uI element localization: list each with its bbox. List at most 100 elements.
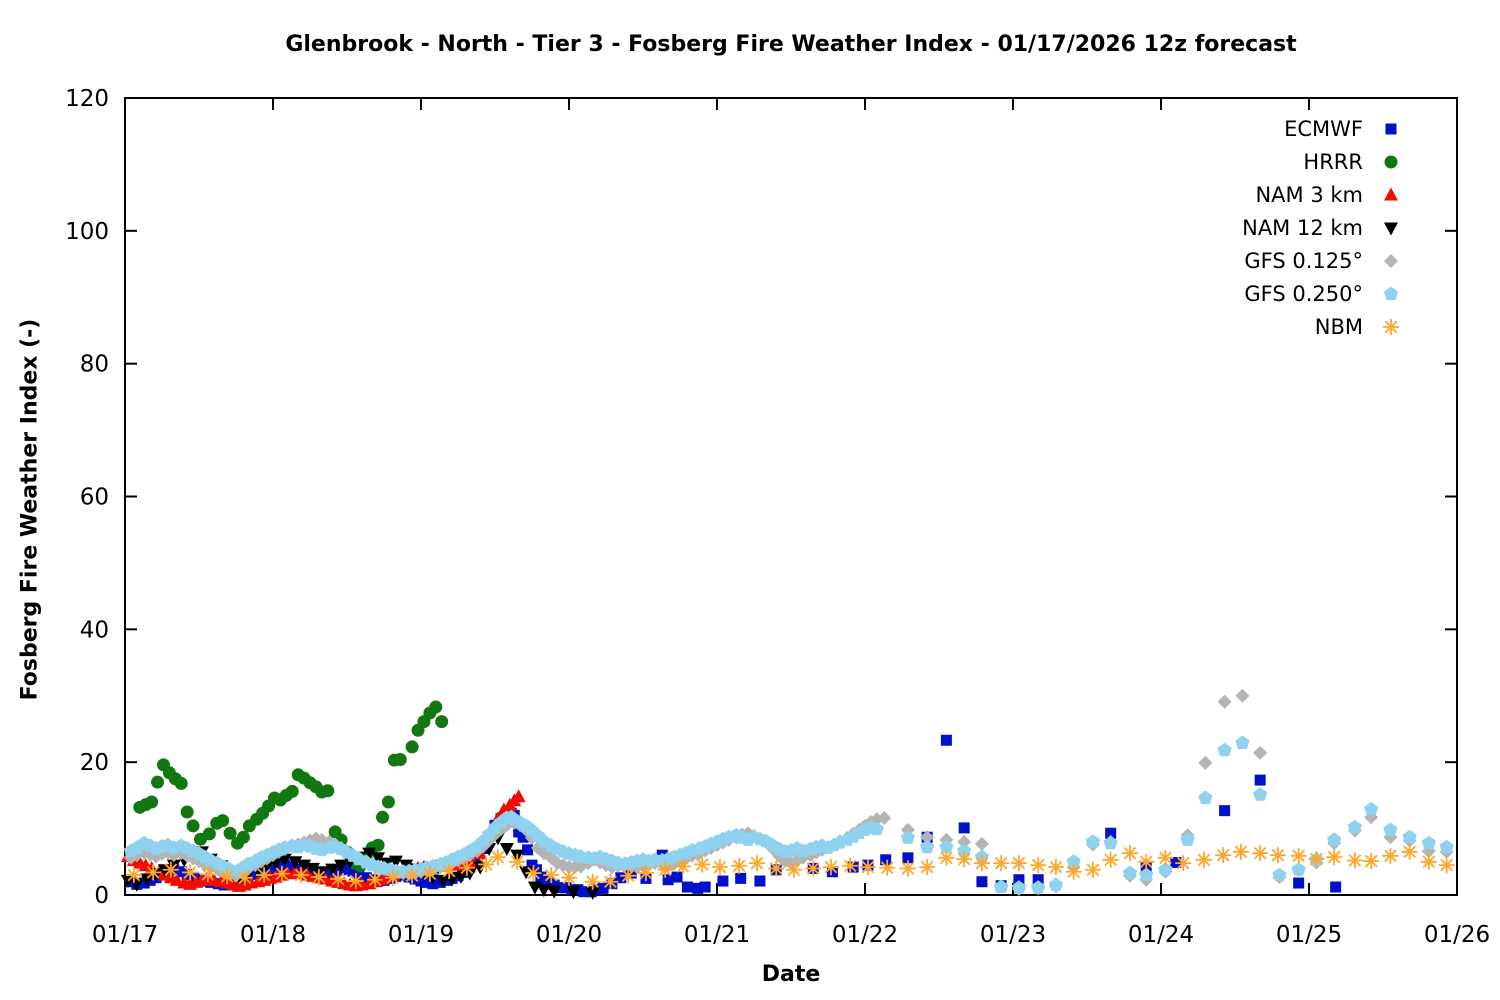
- nbm-point: [293, 867, 310, 884]
- nbm-point: [859, 859, 876, 876]
- nam12-point: [585, 886, 600, 900]
- nbm-point: [1195, 851, 1212, 868]
- series-gfs250: [123, 735, 1454, 894]
- nbm-point: [602, 873, 619, 890]
- nam12-marker-shape: [1384, 222, 1398, 235]
- ecmwf-legend-marker-icon: [1363, 119, 1419, 139]
- nbm-point: [561, 869, 577, 886]
- gfs250-marker-shape: [1383, 286, 1399, 300]
- gfs250-point: [1402, 829, 1417, 844]
- nbm-point: [125, 867, 142, 884]
- nbm-point: [1232, 843, 1249, 860]
- y-axis-label: Fosberg Fire Weather Index (-): [17, 318, 43, 701]
- ecmwf-point: [329, 866, 341, 878]
- nbm-point: [1308, 851, 1325, 868]
- nbm-point: [1290, 847, 1307, 864]
- legend-label-gfs250: GFS 0.250°: [1244, 281, 1363, 306]
- x-tick-label: 01/20: [536, 922, 602, 948]
- nbm-point: [199, 866, 216, 883]
- nbm-point: [1047, 859, 1064, 876]
- nbm-point: [1138, 853, 1155, 870]
- nam12-point: [288, 856, 303, 870]
- gfs250-point: [1066, 854, 1081, 868]
- ecmwf-point: [1254, 774, 1266, 786]
- nbm-marker-shape: [1383, 318, 1399, 335]
- gfs250-point: [1421, 835, 1436, 850]
- nbm-marker-glyph: [1383, 318, 1399, 335]
- ecmwf-point: [1105, 827, 1117, 839]
- ecmwf-point: [940, 734, 952, 746]
- gfs125-marker-glyph: [1384, 253, 1398, 268]
- ecmwf-point: [187, 871, 199, 883]
- gfs125-point: [877, 810, 892, 825]
- nbm-point: [1401, 843, 1418, 860]
- nam12-point: [388, 855, 403, 869]
- ecmwf-point: [826, 866, 838, 878]
- hrrr-point: [151, 775, 165, 789]
- nbm-point: [1252, 845, 1269, 862]
- x-tick-label: 01/17: [92, 922, 158, 948]
- gfs250-point: [1291, 862, 1306, 876]
- ecmwf-point: [699, 881, 711, 893]
- legend-item-ecmwf: ECMWF: [1242, 112, 1419, 145]
- y-tick-label: 40: [80, 617, 109, 643]
- chart-title: Glenbrook - North - Tier 3 - Fosberg Fir…: [285, 32, 1297, 57]
- nam3-marker-shape: [1384, 187, 1398, 200]
- nbm-point: [330, 871, 347, 888]
- ecmwf-point: [341, 862, 353, 874]
- nam12-point: [140, 873, 155, 887]
- ecmwf-point: [347, 865, 359, 877]
- nbm-point: [919, 859, 936, 876]
- gfs250-point: [1011, 880, 1027, 894]
- ecmwf-point: [554, 882, 566, 894]
- ecmwf-point: [353, 868, 365, 880]
- nbm-point: [256, 867, 273, 884]
- legend-label-hrrr: HRRR: [1303, 149, 1363, 174]
- ecmwf-point: [138, 877, 150, 889]
- nbm-point: [310, 869, 327, 886]
- nbm-point: [1084, 861, 1101, 878]
- nam12-point: [436, 874, 451, 888]
- nbm-point: [273, 865, 290, 882]
- nbm-point: [938, 849, 955, 866]
- ecmwf-point: [1293, 877, 1305, 889]
- nbm-point: [1157, 849, 1174, 866]
- nam12-point: [453, 870, 468, 884]
- nbm-point: [1121, 845, 1138, 862]
- ecmwf-point: [692, 882, 704, 894]
- ecmwf-point: [560, 882, 572, 894]
- gfs250-point: [900, 830, 916, 844]
- nbm-point: [1326, 849, 1343, 866]
- hrrr-point: [145, 795, 159, 809]
- nbm-point: [458, 859, 475, 876]
- y-tick-label: 100: [65, 219, 109, 245]
- gfs250-point: [1158, 862, 1173, 876]
- nam12-point: [297, 859, 312, 873]
- nbm-point: [182, 864, 199, 881]
- x-tick-label: 01/22: [832, 922, 898, 948]
- gfs250-point: [1327, 832, 1342, 846]
- gfs125-point: [1217, 694, 1232, 709]
- nbm-point: [1065, 863, 1082, 880]
- ecmwf-point: [415, 875, 427, 887]
- x-tick-label: 01/26: [1424, 922, 1490, 948]
- gfs250-point: [869, 821, 884, 836]
- nam3-legend-marker-icon: [1363, 185, 1419, 205]
- hrrr-point: [174, 776, 188, 790]
- hrrr-marker-glyph: [1384, 155, 1398, 168]
- hrrr-point: [236, 830, 250, 844]
- nbm-point: [674, 858, 691, 875]
- nbm-point: [367, 871, 384, 888]
- gfs250-point: [1103, 835, 1118, 850]
- nbm-point: [145, 864, 162, 881]
- y-tick-label: 60: [80, 485, 109, 511]
- legend-item-nam3: NAM 3 km: [1242, 178, 1419, 211]
- nbm-point: [441, 863, 458, 880]
- legend-label-ecmwf: ECMWF: [1284, 116, 1363, 141]
- gfs250-point: [1048, 877, 1064, 892]
- y-tick-label: 80: [80, 352, 109, 378]
- nam12-point: [371, 852, 386, 866]
- hrrr-point: [223, 826, 237, 840]
